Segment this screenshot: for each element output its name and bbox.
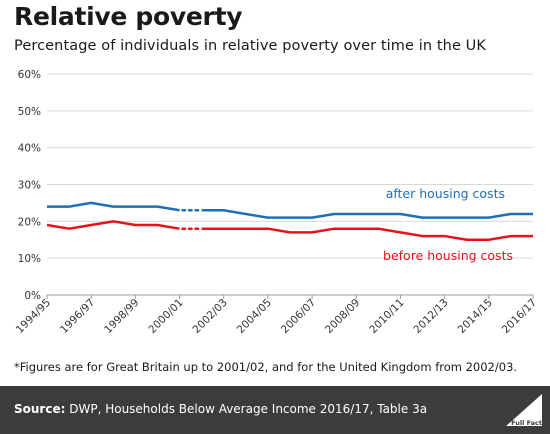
line-chart: 0% 10% 20% 30% 40% 50% 60% 1994/95 1996/97 1998/9… (14, 69, 539, 336)
x-tick-label: 2012/13 (411, 297, 450, 336)
series-label-before-housing-costs: before housing costs (383, 248, 513, 263)
chart-title: Relative poverty (14, 2, 243, 31)
y-tick-label: 60% (18, 69, 41, 81)
x-tick-label: 2006/07 (279, 297, 318, 336)
series-line-after_housing_costs (201, 209, 533, 219)
source-text: DWP, Households Below Average Income 201… (69, 402, 428, 416)
source-line: Source: DWP, Households Below Average In… (14, 402, 427, 416)
full-fact-logo: Full Fact (506, 394, 542, 427)
chart-subtitle: Percentage of individuals in relative po… (14, 38, 487, 54)
y-tick-label: 0% (24, 290, 41, 302)
series-line-before_housing_costs (201, 227, 533, 241)
x-tick-label: 2016/17 (500, 297, 539, 336)
x-tick-label: 2008/09 (323, 297, 362, 336)
y-tick-label: 50% (18, 106, 41, 118)
footnote: *Figures are for Great Britain up to 200… (14, 360, 518, 374)
source-label: Source: (14, 402, 66, 416)
x-tick-label: 2002/03 (191, 297, 230, 336)
x-tick-label: 1996/97 (58, 297, 97, 336)
y-tick-label: 40% (18, 143, 41, 155)
y-tick-label: 20% (18, 216, 41, 228)
x-tick-label: 2010/11 (367, 297, 406, 336)
logo-text: Full Fact (511, 419, 542, 427)
x-tick-label: 2000/01 (146, 297, 185, 336)
x-tick-label: 2004/05 (235, 297, 274, 336)
logo-triangle (506, 394, 542, 426)
series-label-after-housing-costs: after housing costs (386, 186, 505, 201)
x-tick-label: 1998/99 (102, 297, 141, 336)
series-line-after_housing_costs (47, 201, 180, 212)
x-tick-label: 2014/15 (456, 297, 495, 336)
x-tick-label: 1994/95 (14, 297, 53, 336)
y-tick-label: 30% (18, 180, 41, 192)
y-tick-label: 10% (18, 253, 41, 265)
footer-bar: Source: DWP, Households Below Average In… (0, 386, 550, 434)
series-line-before_housing_costs (46, 220, 180, 230)
